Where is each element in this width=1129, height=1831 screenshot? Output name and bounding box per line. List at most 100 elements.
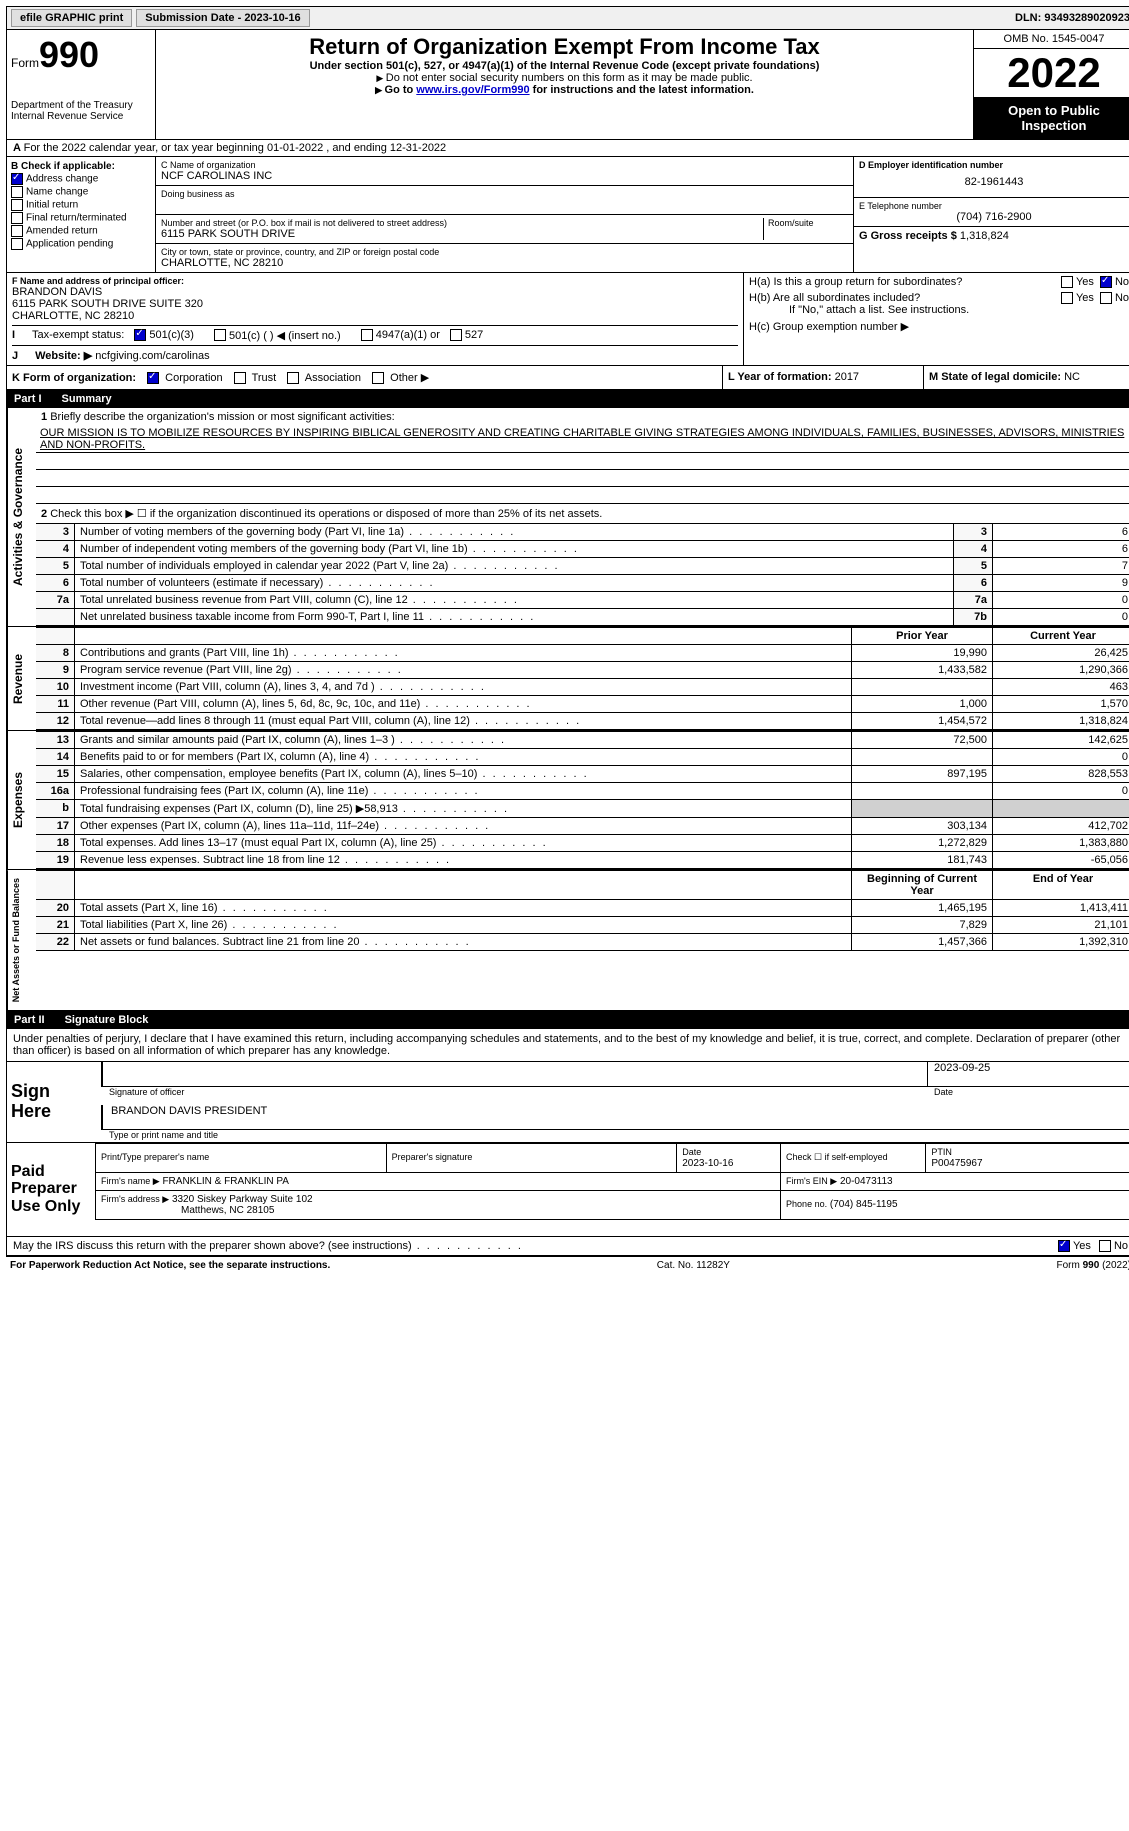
expenses-table: 13Grants and similar amounts paid (Part …	[36, 731, 1129, 869]
omb-number: OMB No. 1545-0047	[974, 30, 1129, 49]
box-m-label: M State of legal domicile:	[929, 371, 1061, 383]
paid-preparer-block: Paid Preparer Use Only Print/Type prepar…	[6, 1143, 1129, 1237]
period-row: A For the 2022 calendar year, or tax yea…	[6, 140, 1129, 157]
form-title: Return of Organization Exempt From Incom…	[164, 34, 965, 60]
boxb-item: Amended return	[11, 225, 151, 237]
identity-block: B Check if applicable: Address changeNam…	[6, 157, 1129, 273]
boxb-checkbox[interactable]	[11, 199, 23, 211]
4947-checkbox[interactable]	[361, 329, 373, 341]
hc-label: H(c) Group exemption number ▶	[749, 320, 1129, 333]
note-website: Go to www.irs.gov/Form990 for instructio…	[164, 84, 965, 96]
gross-receipts-value: 1,318,824	[960, 230, 1009, 242]
phone-label: E Telephone number	[859, 201, 1129, 211]
officer-block: F Name and address of principal officer:…	[6, 273, 1129, 366]
form-header: Form990 Department of the Treasury Inter…	[6, 30, 1129, 140]
table-row: 18Total expenses. Add lines 13–17 (must …	[36, 835, 1129, 852]
gross-receipts-label: G Gross receipts $	[859, 230, 957, 242]
governance-table: 3Number of voting members of the governi…	[36, 523, 1129, 626]
ha-yes-checkbox[interactable]	[1061, 276, 1073, 288]
form-label: Form	[11, 56, 39, 70]
ein-label: D Employer identification number	[859, 160, 1129, 170]
officer-name: BRANDON DAVIS	[12, 286, 738, 298]
irs-label: Internal Revenue Service	[11, 111, 151, 122]
topbar: efile GRAPHIC print Submission Date - 20…	[6, 6, 1129, 30]
vlabel-revenue: Revenue	[7, 627, 36, 730]
501c-checkbox[interactable]	[214, 329, 226, 341]
boxb-item: Application pending	[11, 238, 151, 250]
date-label: Date	[934, 1087, 1129, 1097]
table-row: 21Total liabilities (Part X, line 26)7,8…	[36, 917, 1129, 934]
part2-title: Signature Block	[65, 1014, 149, 1026]
officer-addr2: CHARLOTTE, NC 28210	[12, 310, 738, 322]
hb-yes-checkbox[interactable]	[1061, 292, 1073, 304]
sig-date: 2023-09-25	[927, 1062, 1129, 1086]
discuss-yes-checkbox[interactable]	[1058, 1240, 1070, 1252]
boxb-item: Address change	[11, 173, 151, 185]
officer-addr1: 6115 PARK SOUTH DRIVE SUITE 320	[12, 298, 738, 310]
declaration-text: Under penalties of perjury, I declare th…	[6, 1029, 1129, 1062]
boxb-item: Initial return	[11, 199, 151, 211]
table-row: 8Contributions and grants (Part VIII, li…	[36, 645, 1129, 662]
mission-text: OUR MISSION IS TO MOBILIZE RESOURCES BY …	[36, 426, 1129, 453]
ha-no-checkbox[interactable]	[1100, 276, 1112, 288]
table-row: 12Total revenue—add lines 8 through 11 (…	[36, 713, 1129, 730]
hb-note: If "No," attach a list. See instructions…	[749, 304, 1129, 316]
527-checkbox[interactable]	[450, 329, 462, 341]
boxb-checkbox[interactable]	[11, 212, 23, 224]
boxk-checkbox[interactable]	[234, 372, 246, 384]
boxb-checkbox[interactable]	[11, 225, 23, 237]
table-row: 17Other expenses (Part IX, column (A), l…	[36, 818, 1129, 835]
table-row: 20Total assets (Part X, line 16)1,465,19…	[36, 900, 1129, 917]
name-title-label: Type or print name and title	[95, 1130, 1129, 1140]
discuss-no-checkbox[interactable]	[1099, 1240, 1111, 1252]
street-address: 6115 PARK SOUTH DRIVE	[161, 228, 763, 240]
form-number: 990	[39, 34, 99, 75]
box-l-label: L Year of formation:	[728, 371, 832, 383]
table-row: 15Salaries, other compensation, employee…	[36, 766, 1129, 783]
firm-addr1: 3320 Siskey Parkway Suite 102	[172, 1194, 313, 1205]
table-row: 9Program service revenue (Part VIII, lin…	[36, 662, 1129, 679]
year-formation: 2017	[835, 371, 859, 383]
table-row: 13Grants and similar amounts paid (Part …	[36, 732, 1129, 749]
hb-no-checkbox[interactable]	[1100, 292, 1112, 304]
firm-ein: 20-0473113	[840, 1176, 893, 1187]
q2-label: Check this box ▶ ☐ if the organization d…	[50, 508, 602, 520]
firm-addr2: Matthews, NC 28105	[101, 1205, 274, 1216]
table-row: 7aTotal unrelated business revenue from …	[36, 592, 1129, 609]
part2-header: Part II Signature Block	[6, 1011, 1129, 1029]
org-name-label: C Name of organization	[161, 160, 848, 170]
footer-mid: Cat. No. 11282Y	[657, 1260, 730, 1271]
sig-officer-label: Signature of officer	[109, 1087, 934, 1097]
boxb-checkbox[interactable]	[11, 173, 23, 185]
ha-label: H(a) Is this a group return for subordin…	[749, 276, 1061, 288]
table-row: Net unrelated business taxable income fr…	[36, 609, 1129, 626]
boxk-checkbox[interactable]	[287, 372, 299, 384]
sign-here-block: Sign Here 2023-09-25 Signature of office…	[6, 1062, 1129, 1143]
boxk-checkbox[interactable]	[372, 372, 384, 384]
part1-num: Part I	[14, 393, 42, 405]
501c3-checkbox[interactable]	[134, 329, 146, 341]
boxb-checkbox[interactable]	[11, 238, 23, 250]
note-ssn: Do not enter social security numbers on …	[164, 72, 965, 84]
dln: DLN: 93493289020923	[1015, 12, 1129, 24]
irs-link[interactable]: www.irs.gov/Form990	[416, 84, 529, 96]
boxb-item: Name change	[11, 186, 151, 198]
part1-body: Activities & Governance 1 Briefly descri…	[6, 408, 1129, 627]
table-row: 4Number of independent voting members of…	[36, 541, 1129, 558]
table-row: 10Investment income (Part VIII, column (…	[36, 679, 1129, 696]
boxk-checkbox[interactable]	[147, 372, 159, 384]
vlabel-expenses: Expenses	[7, 731, 36, 869]
box-b-label: B Check if applicable:	[11, 161, 151, 172]
paid-preparer-label: Paid Preparer Use Only	[7, 1143, 95, 1236]
officer-label: F Name and address of principal officer:	[12, 276, 738, 286]
ptin-value: P00475967	[931, 1158, 982, 1169]
submission-date: Submission Date - 2023-10-16	[136, 9, 309, 27]
org-name: NCF CAROLINAS INC	[161, 170, 848, 182]
table-row: 16aProfessional fundraising fees (Part I…	[36, 783, 1129, 800]
boxb-checkbox[interactable]	[11, 186, 23, 198]
efile-print-button[interactable]: efile GRAPHIC print	[11, 9, 132, 27]
table-row: 6Total number of volunteers (estimate if…	[36, 575, 1129, 592]
open-inspection: Open to Public Inspection	[974, 97, 1129, 139]
phone-value: (704) 716-2900	[859, 211, 1129, 223]
netassets-table: Beginning of Current YearEnd of Year20To…	[36, 870, 1129, 951]
